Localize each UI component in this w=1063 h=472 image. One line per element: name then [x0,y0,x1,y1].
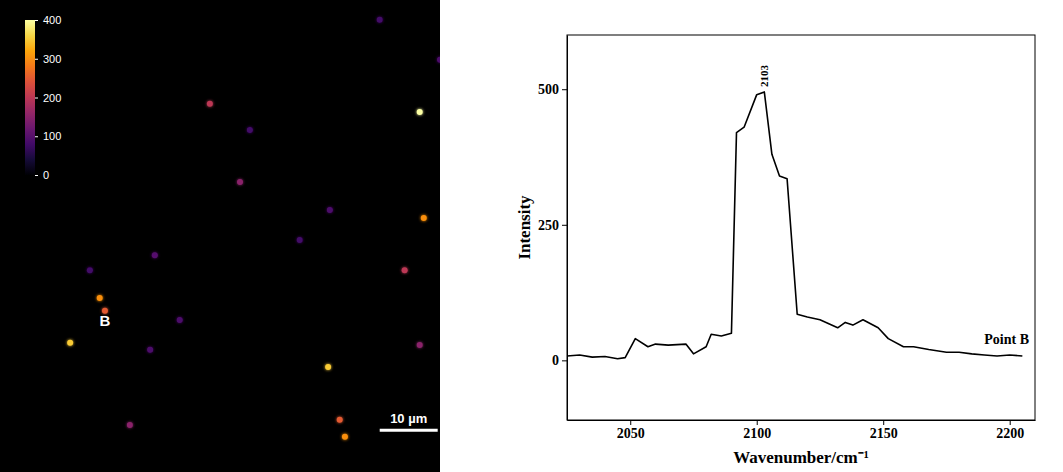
map-background [0,0,440,472]
colorbar-tick-label: 400 [43,14,61,26]
scale-bar [380,429,438,432]
colorbar-axis: 0 100 200 300 400 [35,14,61,181]
spot [67,340,73,346]
spot [152,252,158,258]
spot [207,101,213,107]
spot [421,215,427,221]
figure: 0 100 200 300 400 10 µm B 2050 2100 2150 2200 0 250 5… [0,0,1063,472]
y-tick-mark [562,360,567,361]
y-axis-line [567,36,568,421]
y-tick: 500 [538,82,567,97]
colorbar [25,20,35,175]
spot [325,364,331,370]
x-tick-label: 2050 [617,426,645,441]
x-tick-label: 2200 [996,426,1024,441]
spectrum-line [567,92,1022,359]
colorbar-tick-label: 200 [43,92,61,104]
colorbar-tick: 300 [35,53,61,65]
plot-frame [567,35,1035,420]
x-axis: 2050 2100 2150 2200 [568,420,1036,441]
spectrum-panel: 2050 2100 2150 2200 0 250 500 Point B 2103 Wavenu… [515,35,1036,467]
x-tick: 2150 [870,420,898,441]
colorbar-tick: 100 [35,130,61,142]
plot-marks [567,92,1022,359]
colorbar-tick: 0 [35,169,49,181]
spot [437,57,440,63]
y-tick-mark [562,225,567,226]
x-tick-mark [630,420,631,425]
spot [297,237,303,243]
y-tick: 0 [552,353,567,368]
spot [402,267,408,273]
spot [147,347,153,353]
colorbar-tick-mark [35,98,38,99]
colorbar-tick-label: 100 [43,130,61,142]
y-tick-label: 0 [552,353,559,368]
y-tick-mark [562,89,567,90]
spot [342,434,348,440]
spot [87,267,93,273]
spot [377,17,383,23]
y-tick-label: 250 [538,218,559,233]
colorbar-tick-mark [35,136,38,137]
point-label: B [100,312,111,329]
x-axis-title: Wavenumber/cm⁻¹ [733,448,869,467]
colorbar-tick-mark [35,20,38,21]
x-tick-mark [1010,420,1011,425]
spot [97,295,103,301]
x-tick: 2050 [617,420,645,441]
y-axis: 0 250 500 [538,36,568,421]
series-label: Point B [984,332,1029,347]
x-tick: 2100 [743,420,771,441]
colorbar-tick-mark [35,59,38,60]
x-tick-mark [757,420,758,425]
x-tick-label: 2150 [870,426,898,441]
x-tick-mark [883,420,884,425]
colorbar-tick-label: 300 [43,53,61,65]
map-panel: 0 100 200 300 400 10 µm B [0,0,443,472]
colorbar-tick: 200 [35,92,61,104]
spot [177,317,183,323]
spot [417,109,423,115]
spot [247,127,253,133]
y-tick: 250 [538,218,567,233]
colorbar-tick-mark [35,175,38,176]
y-tick-label: 500 [538,82,559,97]
spot [127,422,133,428]
spots [67,17,440,440]
y-axis-title: Intensity [515,195,534,260]
spot [337,417,343,423]
colorbar-tick: 400 [35,14,61,26]
x-tick: 2200 [996,420,1024,441]
x-axis-line [568,420,1036,421]
peak-annotation: 2103 [758,64,770,87]
spot [327,207,333,213]
spot [237,179,243,185]
x-tick-label: 2100 [743,426,771,441]
spot [417,342,423,348]
colorbar-tick-label: 0 [43,169,49,181]
scale-bar-label: 10 µm [390,411,427,426]
